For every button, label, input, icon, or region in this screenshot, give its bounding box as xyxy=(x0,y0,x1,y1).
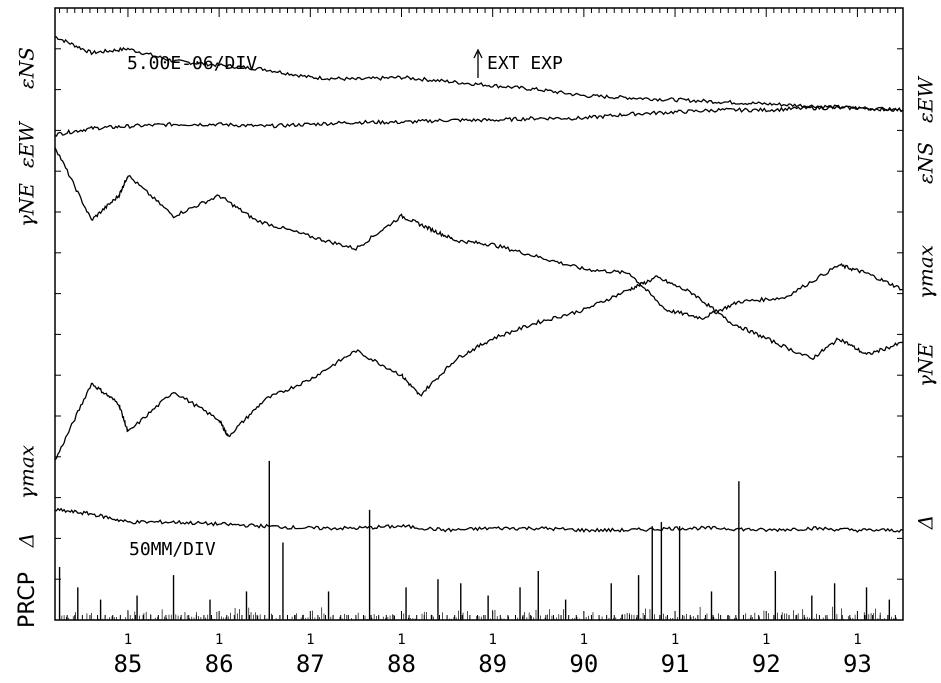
series-line-εEW xyxy=(54,105,904,137)
x-tick-year-label: 89 xyxy=(478,650,507,678)
x-tick-year-label: 88 xyxy=(387,650,416,678)
x-tick-month-label: 1 xyxy=(762,632,770,648)
x-tick-month-label: 1 xyxy=(306,632,314,648)
series-group xyxy=(54,35,904,533)
x-tick-year-label: 87 xyxy=(296,650,325,678)
event-annotation: EXT EXP xyxy=(487,53,563,74)
left-label: γmax xyxy=(15,445,39,499)
right-label: Δ xyxy=(914,515,938,530)
right-label: εNS xyxy=(914,142,938,184)
x-tick-month-label: 1 xyxy=(580,632,588,648)
x-tick-month-label: 1 xyxy=(215,632,223,648)
x-axis-tick-labels: 1 85 1 86 1 87 1 88 1 89 1 90 1 91 1 92 1 93 xyxy=(113,632,871,678)
x-tick-month-label: 1 xyxy=(488,632,496,648)
series-line-εNS xyxy=(54,35,904,113)
left-label: PRCP xyxy=(15,572,40,628)
series-line-γNE xyxy=(54,275,904,461)
x-tick-year-label: 86 xyxy=(205,650,234,678)
x-tick-month-label: 1 xyxy=(853,632,861,648)
precipitation-bars xyxy=(58,460,897,620)
top-minor-ticks xyxy=(59,8,904,17)
left-label: εEW xyxy=(15,121,39,168)
x-tick-month-label: 1 xyxy=(397,632,405,648)
x-tick-month-label: 1 xyxy=(124,632,132,648)
right-label: γNE xyxy=(914,343,938,387)
right-y-ticks xyxy=(897,48,903,580)
precip-scale-annotation: 50MM/DIV xyxy=(129,539,216,560)
series-line-γmax xyxy=(54,147,904,321)
left-y-ticks xyxy=(55,48,61,580)
strain-scale-annotation: 5.00E-06/DIV xyxy=(127,53,257,74)
x-tick-month-label: 1 xyxy=(671,632,679,648)
left-label: Δ xyxy=(15,533,39,548)
left-series-labels: εNS εEW γNE γmax Δ PRCP xyxy=(15,47,41,628)
x-tick-year-label: 92 xyxy=(752,650,781,678)
right-label: εEW xyxy=(914,76,938,123)
x-tick-year-label: 93 xyxy=(843,650,872,678)
x-tick-year-label: 91 xyxy=(661,650,690,678)
x-tick-year-label: 85 xyxy=(113,650,142,678)
right-label: γmax xyxy=(914,245,938,299)
x-tick-year-label: 90 xyxy=(569,650,598,678)
left-label: εNS xyxy=(15,47,39,89)
left-label: γNE xyxy=(15,183,39,227)
right-series-labels: εEW εNS γmax γNE Δ xyxy=(914,76,938,531)
event-arrow-icon xyxy=(473,48,483,78)
series-line-Δ xyxy=(54,507,904,533)
